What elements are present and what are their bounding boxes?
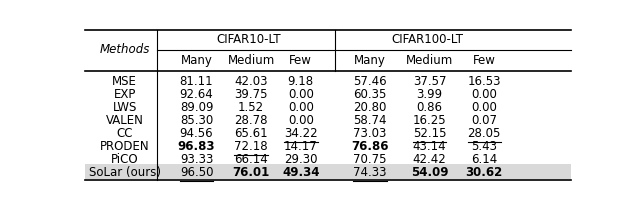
Text: 9.18: 9.18 (287, 74, 314, 88)
Text: Many: Many (354, 54, 386, 67)
Text: SoLar (ours): SoLar (ours) (88, 166, 161, 180)
Text: LWS: LWS (113, 101, 137, 114)
Text: 57.46: 57.46 (353, 74, 387, 88)
Text: 16.25: 16.25 (413, 114, 447, 127)
Text: 81.11: 81.11 (180, 74, 213, 88)
Text: 60.35: 60.35 (353, 88, 387, 101)
Text: 72.18: 72.18 (234, 140, 268, 153)
Text: 94.56: 94.56 (180, 127, 213, 140)
Text: CIFAR10-LT: CIFAR10-LT (216, 33, 281, 46)
Text: 54.09: 54.09 (411, 166, 449, 180)
Text: Few: Few (289, 54, 312, 67)
Text: 76.01: 76.01 (232, 166, 269, 180)
Text: 42.03: 42.03 (234, 74, 268, 88)
Text: 66.14: 66.14 (234, 153, 268, 166)
Text: 6.14: 6.14 (471, 153, 497, 166)
Text: 1.52: 1.52 (238, 101, 264, 114)
Text: 93.33: 93.33 (180, 153, 213, 166)
Text: 37.57: 37.57 (413, 74, 447, 88)
Text: 58.74: 58.74 (353, 114, 387, 127)
Text: 0.07: 0.07 (471, 114, 497, 127)
Text: 92.64: 92.64 (180, 88, 213, 101)
Text: 30.62: 30.62 (466, 166, 503, 180)
Text: 73.03: 73.03 (353, 127, 387, 140)
Text: EXP: EXP (113, 88, 136, 101)
Text: Methods: Methods (99, 43, 150, 56)
Text: CIFAR100-LT: CIFAR100-LT (391, 33, 463, 46)
Text: 0.00: 0.00 (288, 88, 314, 101)
Text: 85.30: 85.30 (180, 114, 213, 127)
Text: 29.30: 29.30 (284, 153, 317, 166)
Text: PRODEN: PRODEN (100, 140, 150, 153)
Text: 70.75: 70.75 (353, 153, 387, 166)
Text: Medium: Medium (406, 54, 453, 67)
Text: Medium: Medium (227, 54, 275, 67)
Text: VALEN: VALEN (106, 114, 143, 127)
Text: 0.00: 0.00 (288, 114, 314, 127)
Text: 16.53: 16.53 (467, 74, 501, 88)
Text: Many: Many (180, 54, 212, 67)
Text: 3.99: 3.99 (417, 88, 443, 101)
Text: 5.43: 5.43 (471, 140, 497, 153)
Text: 96.83: 96.83 (178, 140, 215, 153)
Text: CC: CC (116, 127, 133, 140)
Text: MSE: MSE (112, 74, 137, 88)
FancyBboxPatch shape (85, 164, 571, 179)
Text: 0.86: 0.86 (417, 101, 443, 114)
Text: 49.34: 49.34 (282, 166, 319, 180)
Text: 74.33: 74.33 (353, 166, 387, 180)
Text: 89.09: 89.09 (180, 101, 213, 114)
Text: 14.17: 14.17 (284, 140, 317, 153)
Text: 20.80: 20.80 (353, 101, 387, 114)
Text: 28.78: 28.78 (234, 114, 268, 127)
Text: 52.15: 52.15 (413, 127, 447, 140)
Text: 43.14: 43.14 (413, 140, 447, 153)
Text: 65.61: 65.61 (234, 127, 268, 140)
Text: 76.86: 76.86 (351, 140, 389, 153)
Text: 96.50: 96.50 (180, 166, 213, 180)
Text: PiCO: PiCO (111, 153, 138, 166)
Text: 39.75: 39.75 (234, 88, 268, 101)
Text: 0.00: 0.00 (471, 88, 497, 101)
Text: Few: Few (473, 54, 495, 67)
Text: 28.05: 28.05 (468, 127, 501, 140)
Text: 34.22: 34.22 (284, 127, 317, 140)
Text: 0.00: 0.00 (471, 101, 497, 114)
Text: 0.00: 0.00 (288, 101, 314, 114)
Text: 42.42: 42.42 (413, 153, 447, 166)
